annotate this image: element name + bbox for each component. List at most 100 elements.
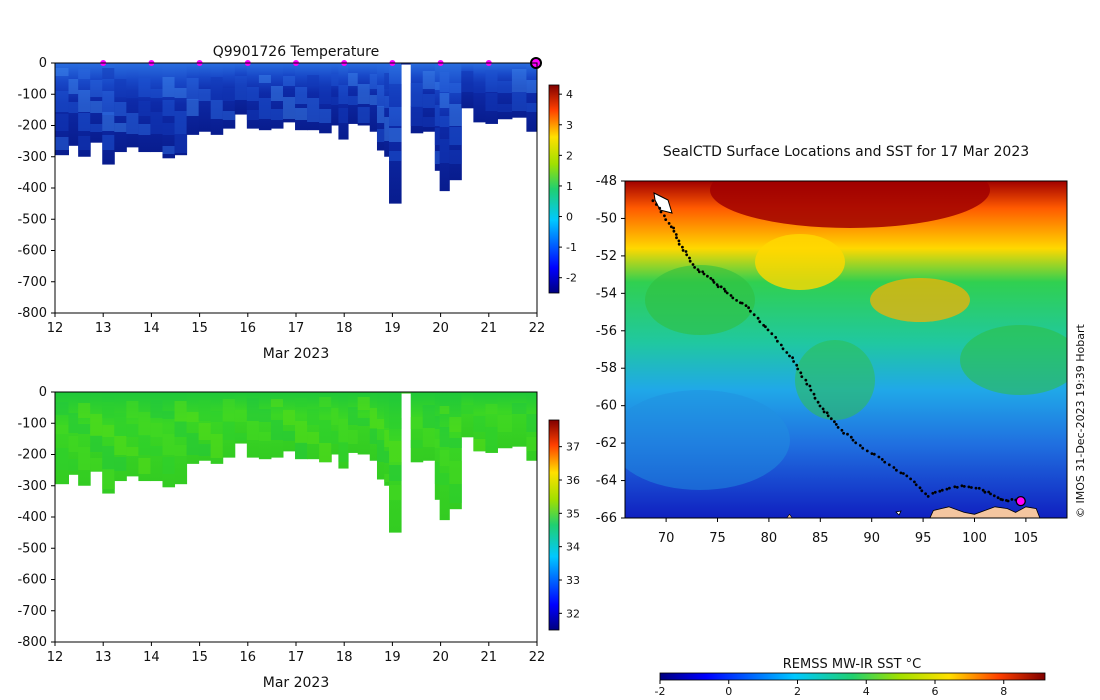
- profile-layer: [55, 137, 69, 150]
- track-point: [788, 354, 791, 358]
- x-tick-label: 15: [191, 650, 208, 665]
- profile-layer: [307, 409, 320, 425]
- x-tick-label: 22: [529, 650, 546, 665]
- profile-layer: [198, 423, 212, 440]
- sst-colorbar-ticks: -2 0 2 4 6 8: [655, 680, 1007, 698]
- profile-layer: [258, 409, 272, 422]
- profile-layer: [319, 443, 332, 462]
- track-point: [795, 363, 799, 367]
- track-point: [677, 239, 681, 243]
- profile-layer: [319, 397, 332, 407]
- profile-layer: [55, 402, 69, 415]
- profile-layer: [78, 424, 91, 434]
- colorbar-tick-label: 35: [566, 507, 580, 520]
- profile-layer: [78, 447, 91, 470]
- track-point: [674, 233, 678, 236]
- y-tick-label: -300: [17, 150, 47, 165]
- track-point: [809, 388, 813, 392]
- profile-layer: [331, 408, 339, 425]
- profile-layer: [90, 80, 103, 97]
- sst-colorbar-tick-label: 2: [794, 685, 801, 698]
- profile-layer: [246, 398, 260, 421]
- track-point: [774, 336, 778, 339]
- profile-layer: [222, 111, 236, 120]
- track-point: [858, 444, 862, 447]
- profile-layer: [258, 98, 272, 119]
- sst-colorbar-tick-label: 8: [1000, 685, 1007, 698]
- temperature-xlabel: Mar 2023: [263, 346, 330, 362]
- profile-layer: [439, 116, 450, 127]
- salinity-colorbar: [548, 419, 560, 631]
- profile-layer: [90, 435, 103, 452]
- profile-layer: [348, 407, 359, 425]
- track-point: [821, 407, 825, 411]
- profile-layer: [485, 70, 498, 92]
- profile-layer: [150, 400, 163, 418]
- profile-layer: [422, 117, 436, 127]
- profile-layer: [384, 407, 390, 428]
- profile-layer: [126, 401, 139, 418]
- y-tick-label: -200: [17, 448, 47, 463]
- profile-layer: [295, 421, 308, 443]
- y-tick-label: -100: [17, 416, 47, 431]
- profile-layer: [162, 77, 176, 97]
- profile-layer: [307, 432, 320, 444]
- profile-layer: [150, 423, 163, 437]
- profile-layer: [319, 420, 332, 443]
- profile-layer: [114, 123, 127, 132]
- profile-layer: [222, 422, 236, 440]
- lon-tick-label: 95: [915, 531, 932, 546]
- track-point: [697, 270, 701, 274]
- track-point: [826, 414, 830, 418]
- sst-field: [625, 181, 1067, 518]
- track-point: [880, 458, 884, 461]
- x-tick-label: 19: [384, 650, 401, 665]
- sst-colorbar-tick-label: 4: [863, 685, 870, 698]
- track-point: [887, 463, 891, 467]
- track-point: [691, 263, 695, 266]
- profile-layer: [485, 404, 498, 414]
- lat-tick-label: -56: [596, 324, 617, 339]
- profile-layer: [78, 403, 91, 418]
- profile-layer: [331, 97, 339, 105]
- lat-tick-label: -50: [596, 211, 617, 226]
- track-point: [818, 404, 822, 408]
- sst-map-panel: SealCTD Surface Locations and SST for 17…: [596, 144, 1087, 698]
- profile-layer: [270, 86, 284, 101]
- profile-column: [307, 392, 320, 460]
- colorbar-tick-label: 3: [566, 119, 573, 132]
- profile-layer: [439, 93, 450, 108]
- track-point: [764, 325, 767, 329]
- profile-layer: [198, 400, 212, 421]
- track-point: [799, 371, 803, 375]
- profile-column: [126, 63, 139, 148]
- track-point: [1010, 498, 1014, 501]
- sst-eddy-4: [795, 340, 875, 420]
- track-point: [883, 460, 887, 464]
- track-point: [688, 259, 692, 263]
- track-point: [725, 291, 729, 295]
- profile-layer: [473, 416, 486, 432]
- profile-layer: [384, 474, 390, 482]
- profile-layer: [295, 398, 308, 407]
- lat-tick-label: -66: [596, 511, 617, 526]
- profile-layer: [234, 433, 248, 441]
- profile-layer: [319, 86, 332, 104]
- profile-column: [461, 392, 474, 438]
- profile-layer: [357, 397, 371, 410]
- profile-layer: [174, 111, 188, 134]
- profile-layer: [282, 431, 296, 441]
- profile-layer: [376, 106, 385, 123]
- track-point: [701, 270, 705, 274]
- profile-layer: [174, 88, 188, 98]
- profile-layer: [357, 418, 371, 426]
- y-tick-label: -200: [17, 119, 47, 134]
- profile-layer: [102, 446, 115, 470]
- track-point: [914, 483, 918, 487]
- x-tick-label: 15: [191, 321, 208, 336]
- x-tick-label: 14: [143, 650, 160, 665]
- track-point: [987, 490, 991, 494]
- profile-layer: [389, 418, 402, 429]
- lon-tick-label: 75: [709, 531, 726, 546]
- colorbar-tick-label: -1: [566, 241, 577, 254]
